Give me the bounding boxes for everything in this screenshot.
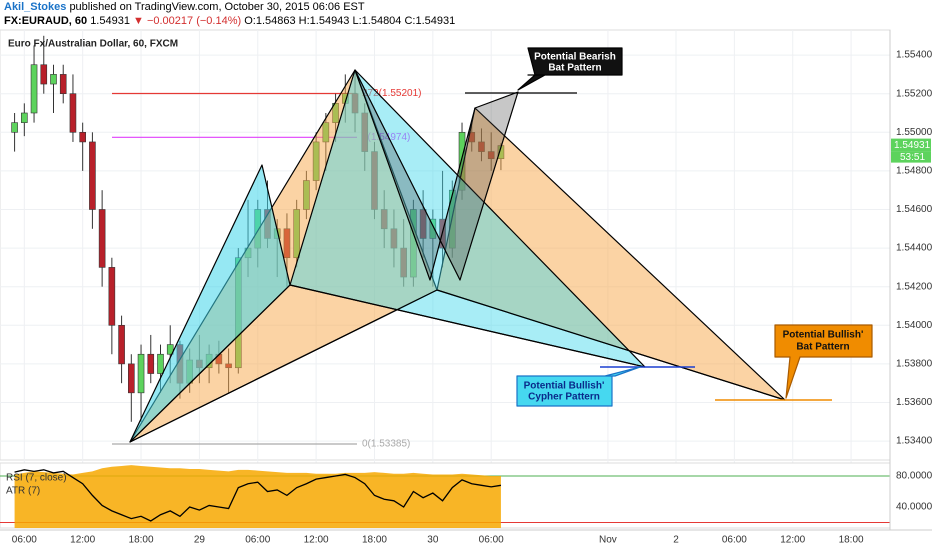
fib-label: 0(1.53385): [362, 439, 410, 450]
y-tick-label: 1.53400: [896, 436, 932, 447]
x-tick-label: 12:00: [780, 535, 805, 546]
y-tick-label: 1.53800: [896, 359, 932, 370]
price-box: [891, 138, 931, 152]
patterns: [129, 47, 873, 443]
callout-bear: [517, 47, 623, 91]
y-tick-label: 1.54400: [896, 243, 932, 254]
callout-text: Potential Bullish': [783, 330, 864, 341]
x-tick-label: 29: [194, 535, 206, 546]
candle-body: [108, 267, 116, 326]
callout-text: Potential Bullish': [524, 381, 605, 392]
change: ▼ −0.00217 (−0.14%): [133, 15, 242, 27]
x-tick-label: 18:00: [129, 535, 154, 546]
cypher-edge: [129, 284, 646, 443]
y-tick-label: 1.55000: [896, 127, 932, 138]
fib-label: 1(1.54974): [362, 132, 410, 143]
ohlc: C:1.54931: [404, 15, 456, 27]
price-label: 1.54931: [894, 140, 931, 151]
atr-area: [14, 465, 501, 528]
y-tick-label: 1.54600: [896, 204, 932, 215]
candle-body: [40, 64, 48, 85]
x-tick-label: 12:00: [304, 535, 329, 546]
rsi-line: [14, 469, 502, 522]
candle-body: [79, 131, 86, 143]
candle-body: [429, 218, 437, 239]
candle-body: [21, 112, 28, 123]
symbol: FX:EURAUD, 60: [4, 15, 88, 27]
header-line: Akil_Stokes published on TradingView.com…: [4, 0, 932, 14]
ohlc: L:1.54804: [352, 15, 402, 27]
bearish-bat: [354, 69, 519, 281]
x-tick-label: 06:00: [12, 535, 37, 546]
bat-edge: [129, 289, 786, 443]
ohlc: H:1.54943: [298, 15, 350, 27]
callout-text: Cypher Pattern: [528, 392, 600, 403]
x-tick-label: 18:00: [362, 535, 387, 546]
chart-title: Euro Fx/Australian Dollar, 60, FXCM: [8, 39, 178, 50]
candle-body: [30, 64, 38, 114]
x-tick-label: 30: [427, 535, 439, 546]
x-tick-label: 06:00: [245, 535, 270, 546]
fib: 272(1.55201) 1(1.54974) 0(1.53385): [112, 88, 422, 450]
y-tick-label: 1.54000: [896, 320, 932, 331]
candle-body: [69, 93, 77, 133]
candle-body: [128, 363, 135, 394]
candle-body: [98, 209, 106, 268]
x-tick-label: 06:00: [722, 535, 747, 546]
candle-body: [419, 209, 427, 239]
y-tick-label: 1.55400: [896, 50, 932, 61]
candle-body: [11, 122, 18, 133]
candle-body: [157, 353, 164, 374]
legend: ATR (7): [6, 486, 40, 497]
callout-text: Bat Pattern: [548, 63, 601, 74]
callout-bat: [774, 324, 873, 399]
y-tick-label: 1.53600: [896, 397, 932, 408]
y-tick-label: 80.0000: [896, 471, 932, 482]
callout-text: Bat Pattern: [796, 342, 849, 353]
candle-body: [147, 353, 155, 374]
indicator: [0, 465, 890, 528]
candle-body: [59, 74, 67, 94]
published: published on TradingView.com, October 30…: [69, 1, 365, 13]
x-tick-label: Nov: [599, 535, 617, 546]
x-tick-label: 12:00: [70, 535, 95, 546]
ohlc: O:1.54863: [244, 15, 296, 27]
countdown-box: [891, 151, 931, 163]
y-tick-label: 1.55200: [896, 88, 932, 99]
x-tick-label: 2: [673, 535, 679, 546]
legend: RSI (7, close): [6, 473, 67, 484]
candle-body: [118, 324, 125, 365]
countdown: 53:51: [900, 152, 925, 163]
last: 1.54931: [90, 15, 130, 27]
y-tick-label: 40.0000: [896, 502, 932, 513]
fib-label: 272(1.55201): [362, 88, 422, 99]
author[interactable]: Akil_Stokes: [4, 1, 67, 13]
callout-text: Potential Bearish: [534, 52, 616, 63]
x-tick-label: 18:00: [839, 535, 864, 546]
candle-body: [137, 353, 145, 394]
candle-body: [50, 74, 57, 85]
y-tick-label: 1.54200: [896, 281, 932, 292]
header: Akil_Stokes published on TradingView.com…: [0, 0, 932, 30]
candle-body: [166, 344, 174, 355]
header-line: FX:EURAUD, 60 1.54931 ▼ −0.00217 (−0.14%…: [4, 14, 932, 28]
candle-body: [89, 141, 96, 210]
x-tick-label: 06:00: [479, 535, 504, 546]
y-tick-label: 1.54800: [896, 166, 932, 177]
callout-cypher: [516, 366, 641, 407]
